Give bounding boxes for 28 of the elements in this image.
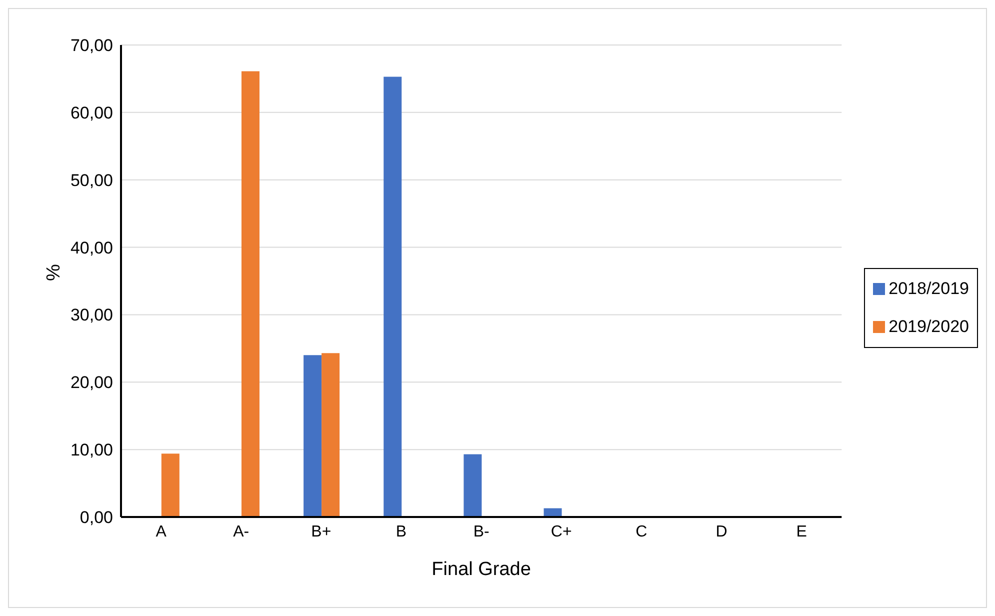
legend-label: 2018/2019: [888, 279, 969, 299]
x-tick-label: C: [636, 523, 648, 540]
legend-label: 2019/2020: [888, 317, 969, 337]
x-tick-label: B+: [311, 523, 332, 540]
bar: [384, 76, 402, 517]
x-tick-label: E: [796, 523, 807, 540]
x-tick-label: A: [156, 523, 167, 540]
y-axis-title: %: [44, 264, 65, 281]
bar: [322, 353, 340, 517]
bar: [544, 508, 562, 517]
y-tick-label: 60,00: [70, 103, 113, 122]
x-tick-label: B-: [473, 523, 490, 540]
bar: [464, 454, 482, 517]
bar: [241, 71, 260, 517]
x-tick-label: B: [396, 523, 407, 540]
y-tick-label: 50,00: [70, 170, 113, 190]
x-tick-label: C+: [550, 523, 572, 540]
y-tick-label: 30,00: [70, 306, 113, 325]
y-tick-label: 20,00: [70, 373, 113, 392]
y-tick-label: 0,00: [80, 508, 113, 528]
y-tick-label: 10,00: [70, 440, 113, 460]
y-tick-label: 40,00: [70, 238, 113, 258]
bar: [161, 454, 180, 517]
y-tick-label: 70,00: [70, 36, 113, 56]
x-axis-title: Final Grade: [432, 559, 531, 580]
x-tick-label: D: [716, 523, 728, 540]
x-tick-label: A-: [233, 523, 250, 540]
bar: [304, 355, 322, 517]
